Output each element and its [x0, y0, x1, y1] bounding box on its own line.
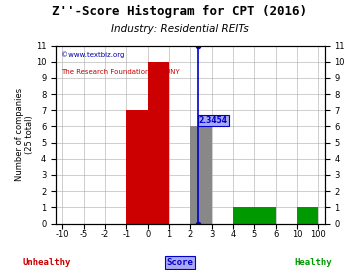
Text: The Research Foundation of SUNY: The Research Foundation of SUNY [62, 69, 180, 75]
Text: Unhealthy: Unhealthy [23, 258, 71, 267]
Text: Z''-Score Histogram for CPT (2016): Z''-Score Histogram for CPT (2016) [53, 5, 307, 18]
Bar [297, 207, 318, 224]
Text: Score: Score [167, 258, 193, 267]
Bar [190, 126, 212, 224]
Text: Healthy: Healthy [294, 258, 332, 267]
Bar [126, 110, 148, 224]
Text: ©www.textbiz.org: ©www.textbiz.org [62, 51, 125, 58]
Text: Industry: Residential REITs: Industry: Residential REITs [111, 24, 249, 34]
Y-axis label: Number of companies
(25 total): Number of companies (25 total) [15, 88, 35, 181]
Text: 2.3454: 2.3454 [199, 116, 228, 125]
Bar [233, 207, 276, 224]
Bar [148, 62, 169, 224]
